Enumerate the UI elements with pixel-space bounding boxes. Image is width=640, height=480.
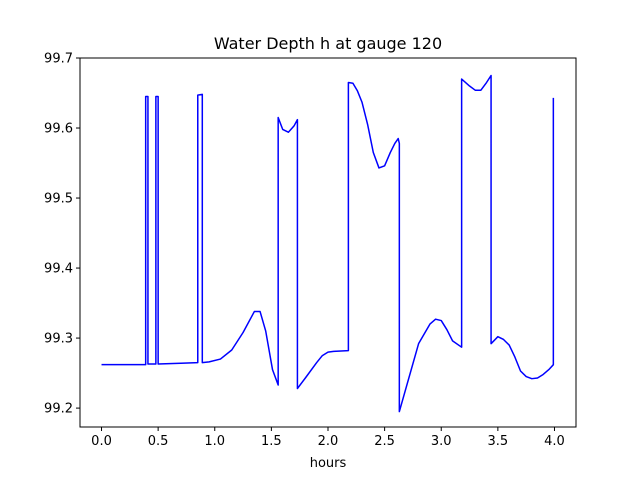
y-tick-label: 99.5 [44, 192, 73, 207]
x-tick-label: 4.0 [544, 434, 565, 449]
x-axis-ticks: 0.0 0.5 1.0 1.5 2.0 2.5 3.0 3.5 4.0 [91, 427, 565, 449]
plot-area: 0.0 0.5 1.0 1.5 2.0 2.5 3.0 3.5 4.0 99.2 99.3 99.4… [44, 52, 577, 449]
series-line-0 [101, 74, 555, 413]
x-tick-label: 1.5 [261, 434, 282, 449]
y-axis-ticks: 99.2 99.3 99.4 99.5 99.6 99.7 [44, 52, 80, 417]
y-tick-label: 99.3 [44, 332, 73, 347]
y-tick-label: 99.4 [44, 262, 73, 277]
x-tick-label: 3.0 [431, 434, 452, 449]
x-axis-label: hours [310, 456, 347, 471]
x-tick-label: 3.5 [488, 434, 509, 449]
chart-title: Water Depth h at gauge 120 [214, 34, 442, 53]
x-tick-label: 2.5 [374, 434, 395, 449]
series-layer [101, 74, 555, 413]
y-tick-label: 99.6 [44, 122, 73, 137]
x-tick-label: 0.5 [148, 434, 169, 449]
x-tick-label: 2.0 [318, 434, 339, 449]
x-tick-label: 1.0 [204, 434, 225, 449]
x-tick-label: 0.0 [91, 434, 112, 449]
y-tick-label: 99.2 [44, 402, 73, 417]
y-tick-label: 99.7 [44, 52, 73, 67]
